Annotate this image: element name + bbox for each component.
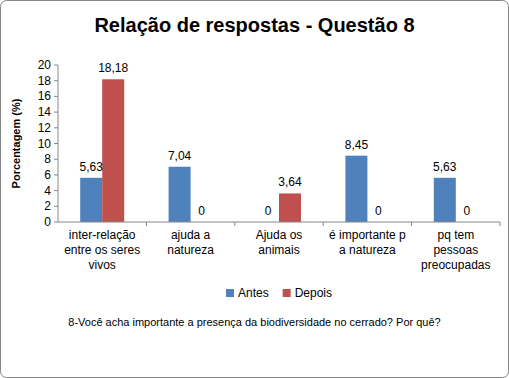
x-tick-label-line: preocupadas bbox=[421, 258, 490, 272]
x-tick-label-line: pq tem bbox=[437, 228, 474, 242]
y-tick-label: 18 bbox=[38, 74, 52, 88]
x-tick-label-line: entre os seres bbox=[64, 243, 140, 257]
data-label: 0 bbox=[463, 204, 470, 218]
x-tick-label: Ajuda osanimais bbox=[256, 228, 303, 257]
legend-label: Antes bbox=[238, 286, 269, 300]
y-tick bbox=[54, 143, 58, 144]
bar bbox=[434, 178, 456, 222]
x-tick-label: ajuda anatureza bbox=[167, 228, 214, 257]
y-tick-label: 16 bbox=[38, 89, 52, 103]
y-tick bbox=[54, 159, 58, 160]
x-tick-label-line: ajuda a bbox=[171, 228, 211, 242]
y-tick bbox=[54, 112, 58, 113]
legend-swatch bbox=[226, 289, 234, 297]
data-label: 0 bbox=[375, 204, 382, 218]
y-tick-label: 20 bbox=[38, 58, 52, 72]
y-tick bbox=[54, 96, 58, 97]
x-tick bbox=[234, 222, 235, 226]
legend-label: Depois bbox=[295, 286, 332, 300]
y-tick-label: 12 bbox=[38, 121, 52, 135]
x-tick-label-line: inter-relação bbox=[69, 228, 136, 242]
data-label: 8,45 bbox=[345, 138, 369, 152]
x-tick-label-line: é importante p bbox=[329, 228, 406, 242]
title: Relação de respostas - Questão 8 bbox=[94, 14, 414, 36]
chart: Relação de respostas - Questão 8 Porcenta… bbox=[0, 0, 509, 378]
data-label: 0 bbox=[265, 204, 272, 218]
x-tick-label: pq tempessoaspreocupadas bbox=[421, 228, 490, 272]
bar bbox=[80, 178, 102, 222]
x-tick bbox=[411, 222, 412, 226]
bar bbox=[169, 167, 191, 222]
chart-frame bbox=[1, 1, 509, 378]
x-tick-label-line: pessoas bbox=[433, 243, 478, 257]
bar bbox=[345, 156, 367, 222]
legend-swatch bbox=[283, 289, 291, 297]
data-label: 5,63 bbox=[433, 160, 457, 174]
y-tick-label: 2 bbox=[44, 199, 51, 213]
y-tick-label: 0 bbox=[44, 215, 51, 229]
x-tick bbox=[146, 222, 147, 226]
data-label: 18,18 bbox=[98, 61, 128, 75]
y-tick-label: 8 bbox=[44, 152, 51, 166]
x-axis bbox=[58, 222, 500, 223]
bars bbox=[80, 79, 456, 222]
y-axis bbox=[58, 65, 59, 222]
y-tick bbox=[54, 80, 58, 81]
y-tick-label: 4 bbox=[44, 184, 51, 198]
y-tick bbox=[54, 127, 58, 128]
x-tick-label-line: vivos bbox=[89, 258, 116, 272]
data-label: 7,04 bbox=[168, 149, 192, 163]
x-tick bbox=[500, 222, 501, 226]
x-tick bbox=[323, 222, 324, 226]
y-tick bbox=[54, 65, 58, 66]
bar bbox=[279, 193, 301, 222]
y-tick bbox=[54, 190, 58, 191]
x-axis-label: 8-Você acha importante a presença da bio… bbox=[68, 316, 440, 328]
data-label: 3,64 bbox=[278, 175, 302, 189]
y-tick bbox=[54, 222, 58, 223]
bar bbox=[102, 79, 124, 222]
y-tick bbox=[54, 206, 58, 207]
y-tick-label: 14 bbox=[38, 105, 52, 119]
data-label: 0 bbox=[198, 204, 205, 218]
x-tick-label-line: Ajuda os bbox=[256, 228, 303, 242]
x-tick-label-line: animais bbox=[258, 243, 299, 257]
data-label: 5,63 bbox=[80, 160, 104, 174]
y-tick bbox=[54, 174, 58, 175]
x-axis-label-line: 8-Você acha importante a presença da bio… bbox=[68, 316, 440, 328]
x-tick-label: é importante pa natureza bbox=[329, 228, 406, 257]
y-tick-label: 10 bbox=[38, 137, 52, 151]
x-tick-label: inter-relaçãoentre os seresvivos bbox=[64, 228, 140, 272]
x-tick-label-line: a natureza bbox=[339, 243, 396, 257]
y-tick-label: 6 bbox=[44, 168, 51, 182]
y-axis-label: Porcentagem (%) bbox=[10, 98, 22, 188]
x-tick-label-line: natureza bbox=[167, 243, 214, 257]
